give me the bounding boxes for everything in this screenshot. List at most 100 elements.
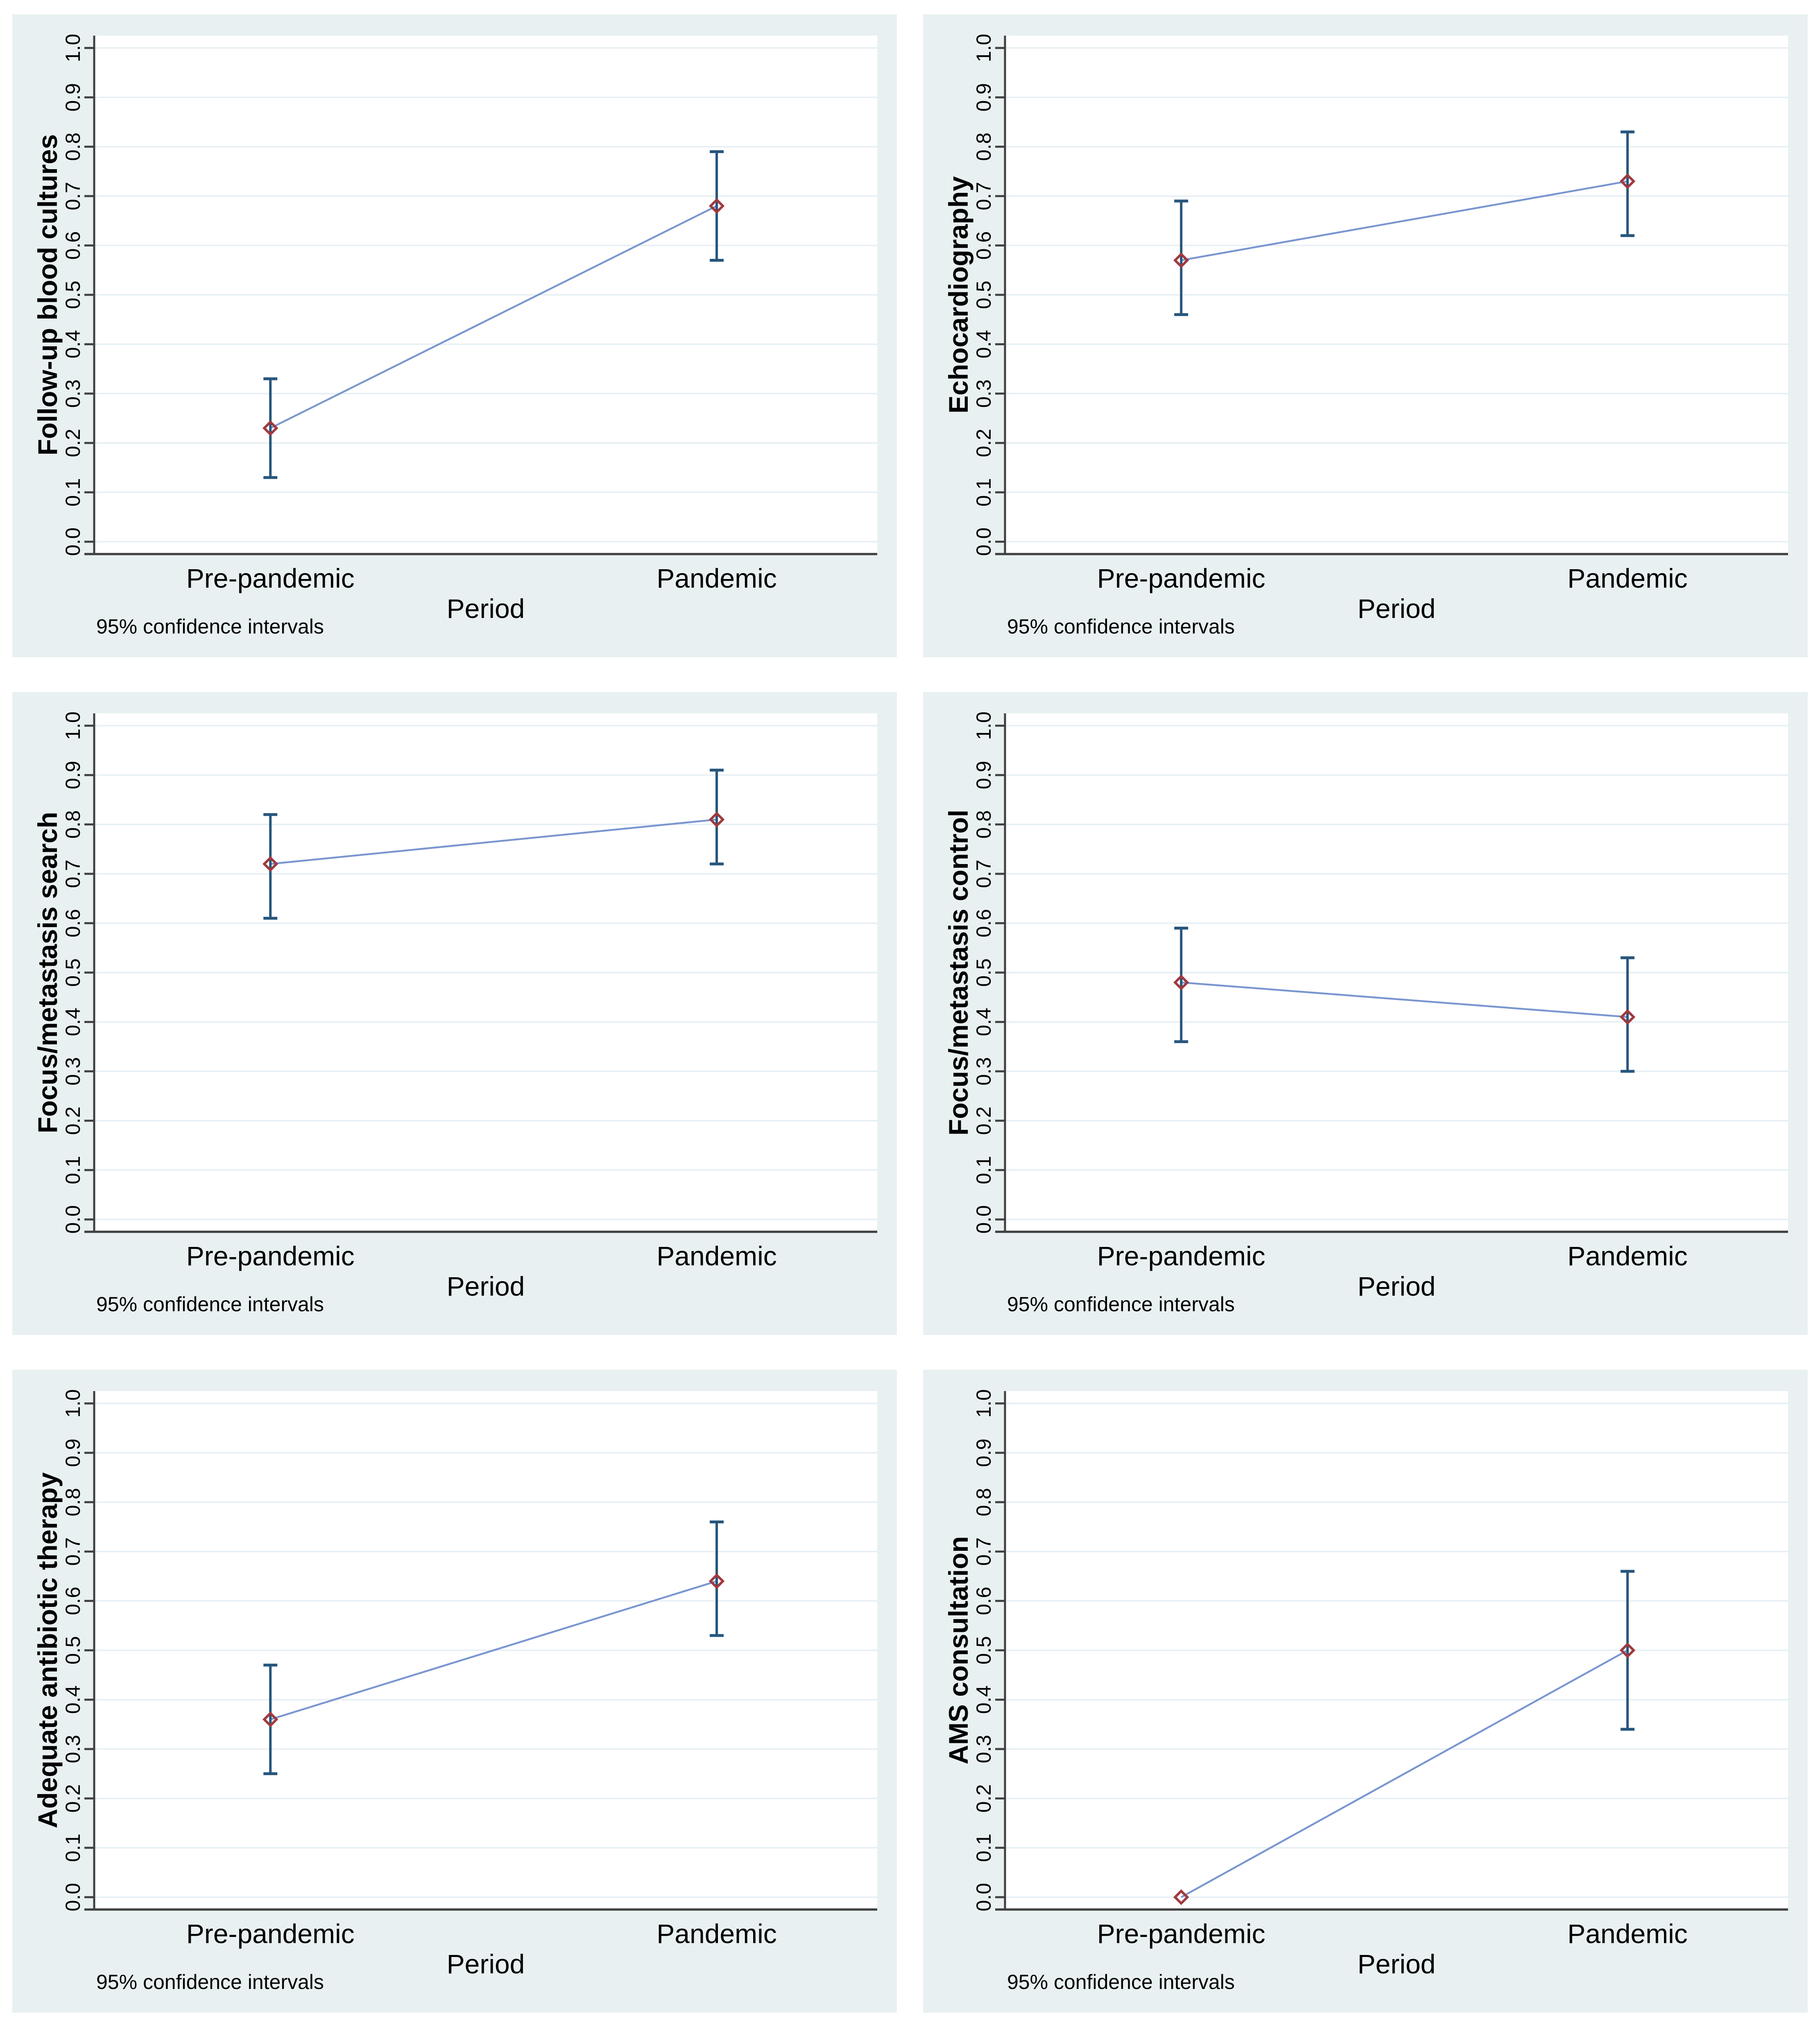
ci-note: 95% confidence intervals xyxy=(1007,1971,1235,1993)
y-tick-label: 0.9 xyxy=(61,83,84,112)
y-tick-label: 0.1 xyxy=(61,1156,84,1185)
panel-focus-metastasis-search: 0.0 0.1 0.2 0.3 0.4 0.5 0.6 0.7 0.8 0.9 1.0 Focus/m… xyxy=(12,692,897,1335)
y-tick-label: 0.5 xyxy=(61,958,84,987)
x-category-label: Pandemic xyxy=(656,1919,777,1949)
y-tick-label: 0.2 xyxy=(61,1784,84,1813)
y-tick-label: 0.1 xyxy=(61,478,84,507)
y-tick-label: 0.3 xyxy=(972,1057,995,1086)
y-tick-label: 1.0 xyxy=(61,711,84,740)
x-category-label: Pre-pandemic xyxy=(1097,1919,1265,1949)
x-axis-title: Period xyxy=(1358,1271,1436,1301)
y-axis-title: AMS consultation xyxy=(943,1536,973,1764)
y-axis-title: Echocardiography xyxy=(943,176,973,414)
x-category-label: Pandemic xyxy=(656,563,777,593)
y-tick-label: 1.0 xyxy=(972,1389,995,1418)
x-axis-title: Period xyxy=(1358,1949,1436,1979)
marker-diamond xyxy=(1619,1642,1636,1658)
x-category-label: Pre-pandemic xyxy=(186,1241,355,1271)
y-tick-label: 0.1 xyxy=(972,1156,995,1185)
y-tick-label: 0.6 xyxy=(61,909,84,938)
panel-follow-up-blood-cultures: 0.0 0.1 0.2 0.3 0.4 0.5 0.6 0.7 0.8 0.9 1.0 Follow-… xyxy=(12,14,897,657)
y-tick-label: 0.8 xyxy=(972,133,995,161)
x-category-label: Pre-pandemic xyxy=(1097,1241,1265,1271)
y-tick-label: 0.2 xyxy=(61,1106,84,1135)
chart-2: 0.0 0.1 0.2 0.3 0.4 0.5 0.6 0.7 0.8 0.9 1.0 Focus/m… xyxy=(12,692,897,1335)
x-category-label: Pre-pandemic xyxy=(186,1919,355,1949)
y-tick-label: 0.8 xyxy=(61,810,84,839)
marker-diamond xyxy=(709,811,725,828)
y-tick-label: 0.4 xyxy=(61,330,84,359)
y-tick-label: 1.0 xyxy=(61,34,84,62)
y-tick-label: 0.2 xyxy=(61,429,84,457)
y-tick-label: 0.7 xyxy=(61,182,84,210)
marker-diamond xyxy=(709,198,725,214)
marker-diamond xyxy=(262,420,278,436)
y-axis-title: Follow-up blood cultures xyxy=(32,134,63,456)
ci-note: 95% confidence intervals xyxy=(1007,1293,1235,1316)
chart-1: 0.0 0.1 0.2 0.3 0.4 0.5 0.6 0.7 0.8 0.9 1.0 Echocar… xyxy=(923,14,1808,657)
y-tick-label: 0.0 xyxy=(61,1205,84,1234)
y-tick-label: 0.6 xyxy=(972,231,995,260)
ci-note: 95% confidence intervals xyxy=(96,1971,324,1993)
x-category-label: Pandemic xyxy=(1567,1919,1688,1949)
y-tick-label: 0.5 xyxy=(61,1636,84,1665)
y-tick-label: 0.4 xyxy=(972,1686,995,1714)
y-tick-label: 0.0 xyxy=(61,1883,84,1912)
y-tick-label: 0.3 xyxy=(61,379,84,408)
y-tick-label: 0.4 xyxy=(61,1686,84,1714)
ci-note: 95% confidence intervals xyxy=(96,1293,324,1316)
y-tick-label: 0.3 xyxy=(61,1057,84,1086)
x-axis-title: Period xyxy=(447,593,525,624)
y-tick-label: 0.6 xyxy=(972,909,995,938)
y-tick-label: 0.9 xyxy=(972,1439,995,1467)
y-tick-label: 0.2 xyxy=(972,429,995,457)
y-tick-label: 1.0 xyxy=(972,711,995,740)
y-tick-label: 0.6 xyxy=(972,1587,995,1615)
y-tick-label: 0.5 xyxy=(972,1636,995,1665)
marker-diamond xyxy=(262,856,278,872)
panel-adequate-antibiotic-therapy: 0.0 0.1 0.2 0.3 0.4 0.5 0.6 0.7 0.8 0.9 1.0 Adequat… xyxy=(12,1370,897,2013)
chart-4: 0.0 0.1 0.2 0.3 0.4 0.5 0.6 0.7 0.8 0.9 1.0 Adequat… xyxy=(12,1370,897,2013)
y-tick-label: 0.8 xyxy=(972,1488,995,1517)
y-tick-label: 1.0 xyxy=(972,34,995,62)
y-tick-label: 0.7 xyxy=(972,860,995,888)
y-tick-label: 0.3 xyxy=(972,379,995,408)
y-tick-label: 1.0 xyxy=(61,1389,84,1418)
y-axis-title: Focus/metastasis control xyxy=(943,810,973,1136)
marker-diamond xyxy=(1173,1889,1189,1905)
y-tick-label: 0.0 xyxy=(972,527,995,556)
x-category-label: Pandemic xyxy=(656,1241,777,1271)
ci-note: 95% confidence intervals xyxy=(1007,615,1235,638)
trend-line xyxy=(270,1580,717,1720)
y-tick-label: 0.6 xyxy=(61,231,84,260)
y-tick-label: 0.6 xyxy=(61,1587,84,1615)
marker-diamond xyxy=(709,1573,725,1589)
chart-3: 0.0 0.1 0.2 0.3 0.4 0.5 0.6 0.7 0.8 0.9 1.0 Focus/m… xyxy=(923,692,1808,1335)
y-tick-label: 0.7 xyxy=(61,1537,84,1566)
trend-line xyxy=(270,818,717,865)
panel-focus-metastasis-control: 0.0 0.1 0.2 0.3 0.4 0.5 0.6 0.7 0.8 0.9 1.0 Focus/m… xyxy=(923,692,1808,1335)
marker-diamond xyxy=(1173,252,1189,268)
y-tick-label: 0.7 xyxy=(972,182,995,210)
y-tick-label: 0.0 xyxy=(972,1205,995,1234)
y-tick-label: 0.3 xyxy=(972,1735,995,1763)
trend-line xyxy=(270,205,718,429)
y-tick-label: 0.3 xyxy=(61,1735,84,1763)
y-tick-label: 0.8 xyxy=(972,810,995,839)
y-tick-label: 0.5 xyxy=(61,281,84,309)
y-tick-label: 0.2 xyxy=(972,1106,995,1135)
panel-ams-consultation: 0.0 0.1 0.2 0.3 0.4 0.5 0.6 0.7 0.8 0.9 1.0 AMS con… xyxy=(923,1370,1808,2013)
trend-line xyxy=(1181,1649,1628,1898)
y-tick-label: 0.7 xyxy=(61,860,84,888)
trend-line xyxy=(1181,180,1628,261)
marker-diamond xyxy=(1173,974,1189,991)
y-tick-label: 0.0 xyxy=(972,1883,995,1912)
marker-diamond xyxy=(1619,1009,1636,1025)
y-tick-label: 0.4 xyxy=(61,1008,84,1036)
x-axis-title: Period xyxy=(447,1949,525,1979)
x-axis-title: Period xyxy=(447,1271,525,1301)
y-tick-label: 0.1 xyxy=(972,1834,995,1862)
y-tick-label: 0.1 xyxy=(61,1834,84,1862)
y-tick-label: 0.1 xyxy=(972,478,995,507)
